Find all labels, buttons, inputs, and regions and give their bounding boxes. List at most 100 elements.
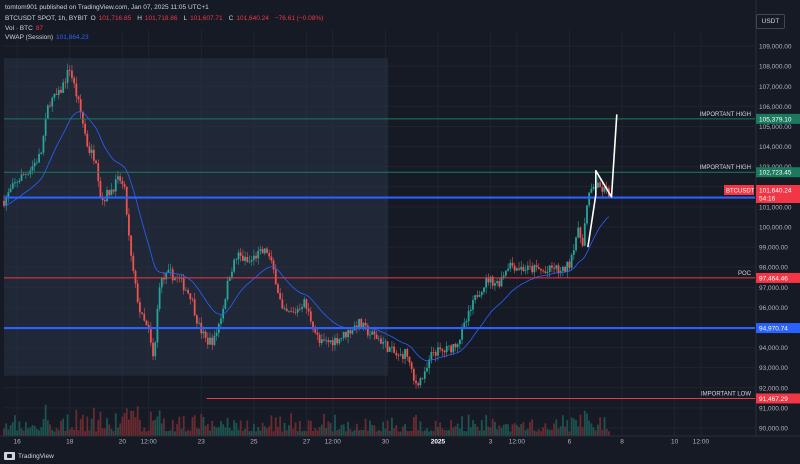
footer-brand[interactable]: TradingView bbox=[4, 452, 54, 460]
candle-body bbox=[410, 362, 413, 369]
candle-body bbox=[149, 328, 152, 343]
candle-body bbox=[233, 259, 236, 272]
symbol-label[interactable]: BTCUSDT SPOT, 1h, BYBIT bbox=[5, 15, 88, 22]
candle-body bbox=[11, 183, 14, 189]
last-price-value: 101,640.24 bbox=[759, 188, 792, 195]
volume-bar bbox=[318, 427, 321, 436]
candle-body bbox=[95, 160, 97, 164]
volume-bar bbox=[500, 427, 503, 436]
candle-body bbox=[336, 338, 339, 344]
volume-bar bbox=[202, 416, 205, 436]
candle-body bbox=[478, 295, 481, 297]
candle-body bbox=[130, 235, 133, 256]
candle-body bbox=[167, 269, 170, 273]
volume-bar bbox=[255, 431, 257, 436]
candle-body bbox=[502, 275, 505, 278]
volume-bar bbox=[132, 410, 135, 436]
candle-body bbox=[496, 281, 499, 284]
candle-body bbox=[246, 256, 249, 262]
volume-bar bbox=[312, 430, 314, 436]
volume-bar bbox=[193, 415, 196, 436]
volume-bar bbox=[215, 427, 218, 436]
candle-body bbox=[152, 342, 154, 357]
candle-body bbox=[463, 322, 466, 328]
level-tag bbox=[756, 167, 800, 178]
volume-bar bbox=[581, 426, 584, 436]
volume-bar bbox=[513, 423, 516, 436]
volume-bar bbox=[169, 430, 172, 436]
volume-bar bbox=[535, 431, 538, 436]
candle-body bbox=[51, 97, 54, 107]
volume-bar bbox=[504, 424, 507, 436]
volume-bar bbox=[445, 430, 448, 436]
x-tick-label: 16 bbox=[14, 439, 22, 446]
level-tag bbox=[756, 393, 800, 404]
volume-bar bbox=[206, 423, 209, 436]
level-note: POC bbox=[738, 271, 752, 277]
x-tick-label: 12:00 bbox=[509, 439, 526, 446]
vwap-legend[interactable]: VWAP (Session) 101,864.23 bbox=[5, 33, 92, 42]
candle-body bbox=[123, 184, 126, 187]
volume-bar bbox=[270, 415, 273, 436]
volume-bar bbox=[323, 413, 325, 436]
volume-bar bbox=[281, 431, 284, 436]
volume-bar bbox=[537, 429, 540, 436]
volume-bar bbox=[450, 419, 452, 436]
volume-bar bbox=[546, 429, 549, 436]
volume-bar bbox=[5, 423, 8, 436]
volume-bar bbox=[590, 423, 593, 436]
volume-bar bbox=[49, 424, 51, 436]
candle-body bbox=[535, 265, 538, 268]
candle-body bbox=[82, 111, 84, 124]
candle-body bbox=[99, 181, 102, 197]
candle-body bbox=[601, 186, 604, 192]
publisher-line: tomtom901 published on TradingView.com, … bbox=[5, 4, 209, 11]
level-tag-value: 91,467.29 bbox=[759, 396, 788, 403]
volume-bar bbox=[92, 407, 95, 436]
volume-bar bbox=[200, 414, 203, 436]
candle-body bbox=[331, 340, 334, 346]
volume-bar bbox=[439, 422, 442, 436]
volume-bar bbox=[141, 431, 143, 436]
candle-body bbox=[426, 367, 428, 372]
candle-body bbox=[255, 255, 257, 259]
candle-body bbox=[158, 287, 161, 309]
volume-bar bbox=[397, 431, 400, 436]
candle-body bbox=[572, 250, 575, 255]
volume-bar bbox=[231, 430, 233, 436]
candle-body bbox=[320, 339, 323, 344]
candle-body bbox=[110, 189, 113, 196]
tradingview-logo-icon bbox=[4, 452, 15, 460]
volume-bar bbox=[77, 430, 80, 436]
volume-bar bbox=[410, 430, 413, 436]
candle-body bbox=[281, 299, 284, 309]
volume-legend[interactable]: Vol · BTC 87 bbox=[5, 24, 46, 33]
candle-body bbox=[209, 337, 211, 345]
volume-bar bbox=[145, 431, 148, 436]
volume-bar bbox=[75, 409, 78, 436]
candle-body bbox=[53, 94, 56, 98]
volume-bar bbox=[228, 427, 231, 436]
volume-bar bbox=[597, 424, 599, 436]
candle-body bbox=[235, 259, 238, 260]
x-tick-label: 10 bbox=[671, 439, 679, 446]
candle-body bbox=[147, 325, 150, 329]
candle-body bbox=[520, 266, 523, 270]
currency-button[interactable]: USDT bbox=[756, 14, 785, 29]
open-value: 101,716.85 bbox=[98, 15, 132, 22]
volume-bar bbox=[222, 424, 225, 436]
volume-bar bbox=[325, 428, 328, 436]
x-tick-label: 12:00 bbox=[325, 439, 342, 446]
candle-body bbox=[75, 83, 78, 97]
low-value: 101,607.71 bbox=[190, 15, 223, 22]
vwap-value: 101,864.23 bbox=[56, 34, 89, 41]
volume-bar bbox=[568, 431, 571, 436]
candle-body bbox=[458, 339, 461, 345]
candle-body bbox=[450, 345, 452, 353]
candle-body bbox=[417, 383, 420, 386]
candle-body bbox=[494, 283, 496, 286]
volume-bar bbox=[62, 418, 65, 436]
candle-body bbox=[454, 344, 457, 348]
